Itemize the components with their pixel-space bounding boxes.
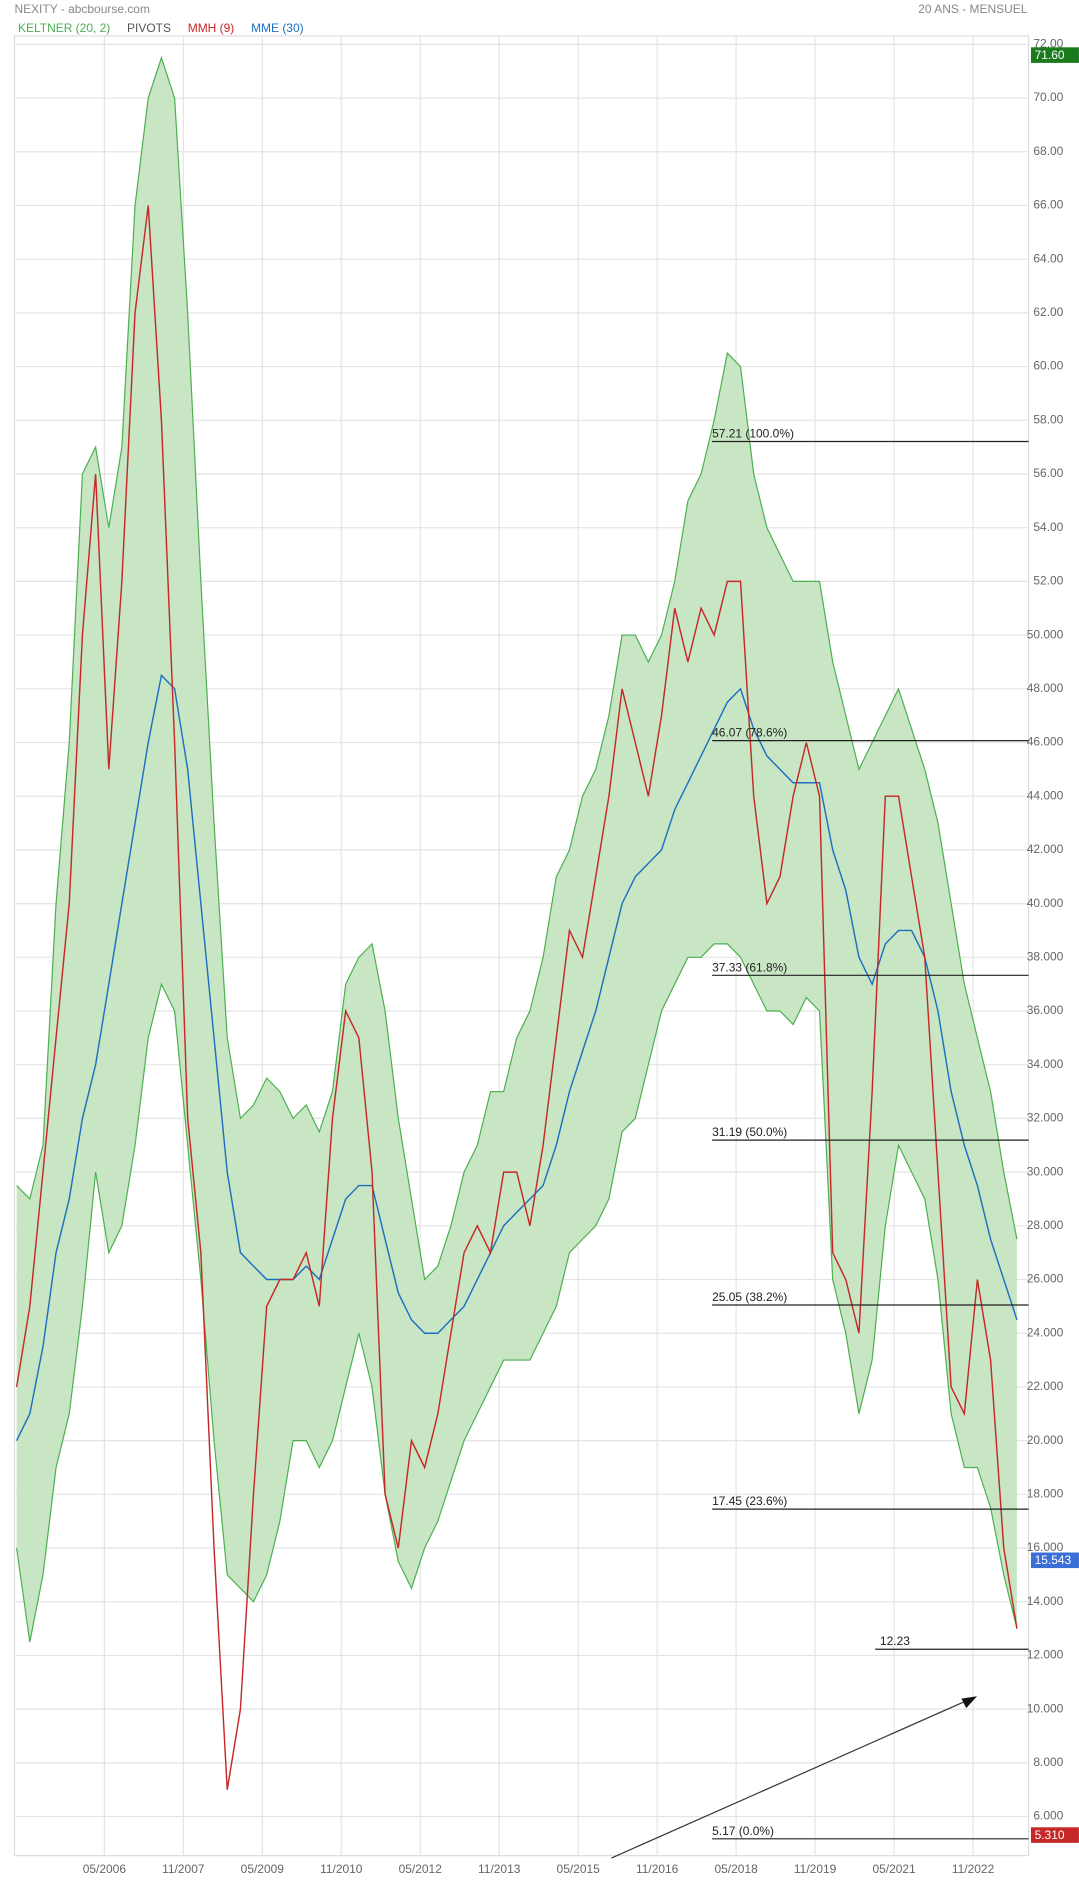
legend-entry: MMH (9) xyxy=(188,21,235,35)
chart-subtitle: 20 ANS - MENSUEL xyxy=(918,2,1027,16)
x-tick-label: 05/2018 xyxy=(715,1862,759,1876)
y-tick-label: 36.000 xyxy=(1027,1003,1064,1017)
x-tick-label: 05/2006 xyxy=(83,1862,127,1876)
plot xyxy=(15,55,1018,1790)
x-tick-label: 11/2013 xyxy=(478,1862,521,1876)
fib-label: 25.05 (38.2%) xyxy=(712,1290,787,1304)
y-tick-label: 48.000 xyxy=(1027,681,1064,695)
series-line xyxy=(15,673,1018,1441)
price-tag xyxy=(1030,47,1079,63)
fib-label: 17.45 (23.6%) xyxy=(712,1494,787,1508)
fib-label: 31.19 (50.0%) xyxy=(712,1125,787,1139)
legend-entry: KELTNER (20, 2) xyxy=(18,21,110,35)
y-tick-label: 66.00 xyxy=(1033,198,1063,212)
y-tick-label: 24.000 xyxy=(1027,1325,1064,1339)
keltner-upper xyxy=(16,55,1018,1281)
y-tick-label: 68.00 xyxy=(1033,144,1063,158)
support-label: 12.23 xyxy=(880,1634,910,1648)
legend-entry: PIVOTS xyxy=(127,21,171,35)
x-tick-label: 05/2021 xyxy=(872,1862,916,1876)
y-tick-label: 56.00 xyxy=(1033,466,1063,480)
y-tick-label: 26.000 xyxy=(1027,1272,1064,1286)
y-tick-label: 54.00 xyxy=(1033,520,1063,534)
y-tick-label: 32.000 xyxy=(1027,1111,1064,1125)
fib-label: 57.21 (100.0%) xyxy=(712,426,794,440)
y-tick-label: 16.000 xyxy=(1027,1540,1064,1554)
overlay: KELTNER (20, 2) PIVOTS MMH (9) MME (30) 57.2… xyxy=(18,21,1079,1843)
price-tag-label: 5.310 xyxy=(1035,1828,1065,1842)
y-tick-label: 52.00 xyxy=(1033,574,1063,588)
fib-label: 37.33 (61.8%) xyxy=(712,960,787,974)
arrow-head xyxy=(961,1696,978,1709)
y-tick-label: 28.000 xyxy=(1027,1218,1064,1232)
y-tick-label: 58.00 xyxy=(1033,412,1063,426)
price-tag xyxy=(1030,1552,1079,1569)
plot-frame xyxy=(13,35,1030,1857)
y-tick-label: 20.000 xyxy=(1027,1433,1064,1447)
y-tick-label: 64.00 xyxy=(1033,251,1063,265)
y-tick-label: 10.000 xyxy=(1027,1701,1064,1715)
chart-title: NEXITY - abcbourse.com xyxy=(14,2,150,16)
y-tick-label: 18.000 xyxy=(1027,1487,1064,1501)
arrow-line xyxy=(611,1699,969,1859)
y-tick-label: 44.000 xyxy=(1027,788,1064,802)
y-tick-label: 60.00 xyxy=(1033,359,1063,373)
y-tick-label: 62.00 xyxy=(1033,305,1063,319)
y-tick-label: 42.000 xyxy=(1027,842,1064,856)
price-tag xyxy=(1030,1827,1079,1843)
x-tick-label: 05/2012 xyxy=(399,1862,443,1876)
y-tick-label: 46.000 xyxy=(1027,735,1064,749)
x-tick-label: 11/2016 xyxy=(636,1862,679,1876)
y-tick-label: 70.00 xyxy=(1033,90,1063,104)
x-tick-label: 11/2007 xyxy=(162,1862,205,1876)
y-tick-label: 6.000 xyxy=(1033,1809,1063,1823)
price-tag-label: 71.60 xyxy=(1035,48,1065,62)
x-tick-label: 11/2010 xyxy=(320,1862,363,1876)
y-tick-label: 38.000 xyxy=(1027,949,1064,963)
price-tag-label: 15.543 xyxy=(1035,1553,1072,1567)
y-tick-label: 30.000 xyxy=(1027,1164,1064,1178)
x-tick-label: 05/2009 xyxy=(241,1862,285,1876)
y-tick-label: 40.000 xyxy=(1027,896,1064,910)
y-tick-label: 12.000 xyxy=(1027,1648,1064,1662)
y-tick-label: 50.000 xyxy=(1027,627,1064,641)
keltner-band xyxy=(16,57,1017,1643)
y-tick-label: 34.000 xyxy=(1027,1057,1064,1071)
y-tick-label: 8.000 xyxy=(1033,1755,1063,1769)
x-tick-label: 11/2019 xyxy=(794,1862,837,1876)
y-tick-label: 22.000 xyxy=(1027,1379,1064,1393)
fib-label: 5.17 (0.0%) xyxy=(712,1824,774,1838)
x-tick-label: 05/2015 xyxy=(557,1862,601,1876)
legend-entry: MME (30) xyxy=(251,21,304,35)
x-tick-label: 11/2022 xyxy=(952,1862,995,1876)
y-tick-label: 14.000 xyxy=(1027,1594,1064,1608)
fib-label: 46.07 (78.6%) xyxy=(712,726,787,740)
y-tick-label: 72.00 xyxy=(1033,37,1063,51)
series-line xyxy=(15,205,1018,1790)
keltner-lower xyxy=(16,943,1018,1643)
